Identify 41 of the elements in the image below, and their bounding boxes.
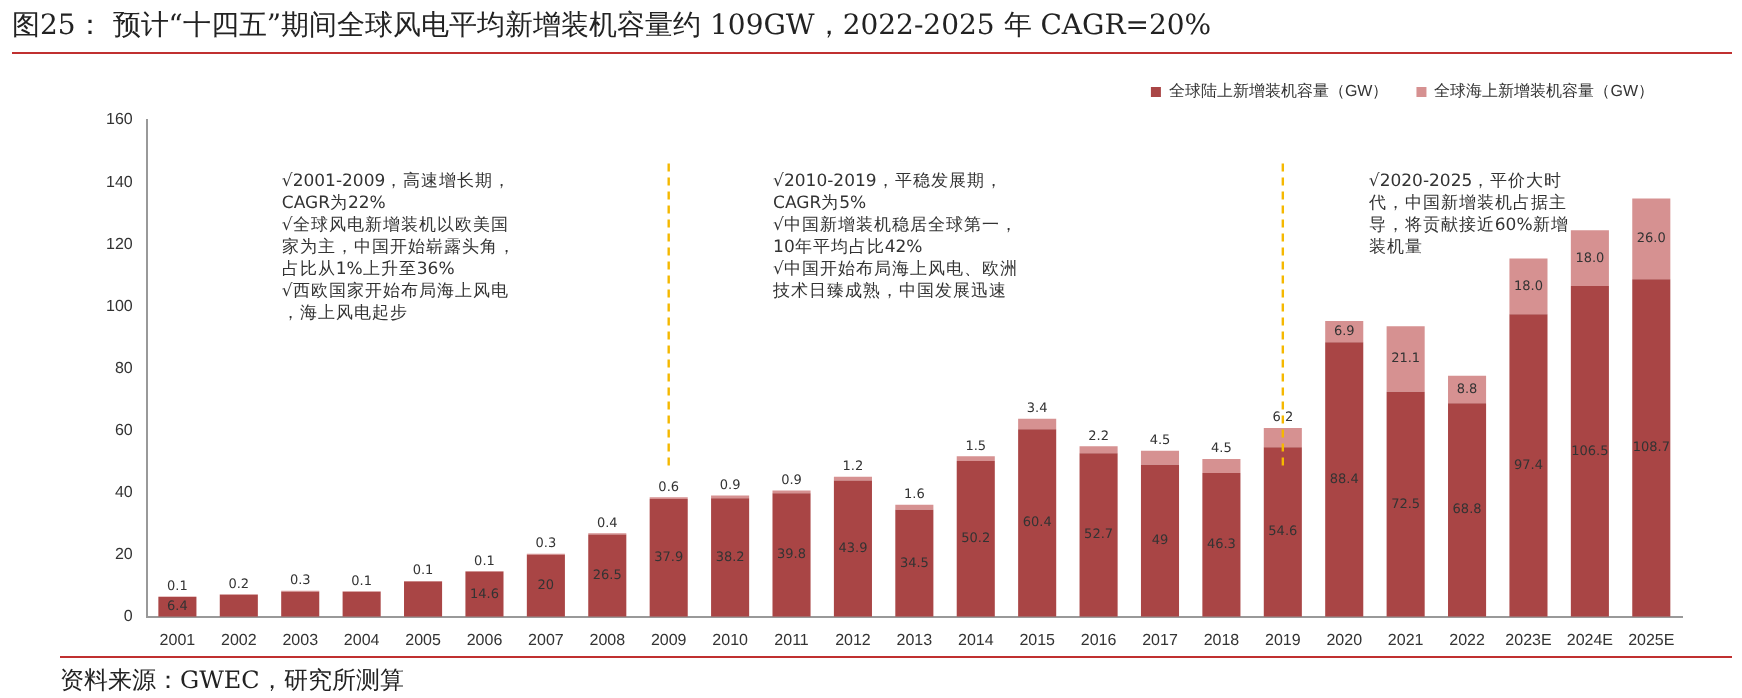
x-tick-label: 2006 xyxy=(466,630,504,649)
x-tick-label: 2019 xyxy=(1265,630,1302,649)
x-tick-label: 2003 xyxy=(282,630,320,649)
text: 资料来源：GWEC，研究所测算 xyxy=(60,664,404,698)
x-tick-label: 2015 xyxy=(1019,630,1057,649)
x-tick-label: 2011 xyxy=(774,630,810,649)
x-tick-label: 2021 xyxy=(1387,630,1425,649)
x-tick-label: 2004 xyxy=(343,630,381,649)
x-tick-label: 2016 xyxy=(1080,630,1118,649)
x-tick-label: 2025E xyxy=(1628,630,1675,649)
x-tick-label: 2005 xyxy=(405,630,442,649)
x-tick-label: 2012 xyxy=(835,630,872,649)
annotation: √2001-2009，高速增长期，CAGR为22% √全球风电新增装机以欧美国家为主，中国开始崭露头角，占比从1%上升至36% √西欧国家开始布局海上风电，海上风电起步 xyxy=(281,169,516,324)
x-tick-label: 2001 xyxy=(159,630,197,649)
y-tick-label: 160 xyxy=(105,110,134,129)
x-tick-label: 2017 xyxy=(1142,630,1179,649)
chart-title: 图25： 预计“十四五”期间全球风电平均新增装机容量约 109GW，2022-2025 年 CAGR=20% xyxy=(12,8,1212,44)
x-tick-label: 2023E xyxy=(1505,630,1552,649)
annotation: √2020-2025，平价大时代，中国新增装机占据主导，将贡献接近60%新增装机量 xyxy=(1366,169,1569,258)
x-tick-label: 2008 xyxy=(589,630,627,649)
x-tick-label: 2007 xyxy=(528,630,565,649)
x-tick-label: 2024E xyxy=(1566,630,1614,649)
legend-label: 全球陆上新增装机容量（GW） xyxy=(1168,82,1389,101)
legend-label: 全球海上新增装机容量（GW） xyxy=(1434,82,1655,101)
x-tick-label: 2013 xyxy=(896,630,934,649)
x-tick-label: 2009 xyxy=(650,630,688,649)
y-tick-label: 120 xyxy=(105,234,134,253)
x-tick-label: 2020 xyxy=(1326,630,1364,649)
y-tick-label: 140 xyxy=(105,172,134,191)
y-tick-label: 0 xyxy=(123,607,134,626)
y-tick-label: 80 xyxy=(114,358,134,377)
y-tick-label: 20 xyxy=(114,545,134,564)
x-tick-label: 2002 xyxy=(221,630,258,649)
y-tick-label: 40 xyxy=(114,483,134,502)
y-tick-label: 60 xyxy=(114,420,134,439)
y-tick-label: 100 xyxy=(105,296,134,315)
x-tick-label: 2018 xyxy=(1203,630,1241,649)
x-tick-label: 2014 xyxy=(957,630,995,649)
x-tick-label: 2022 xyxy=(1449,630,1486,649)
x-tick-label: 2010 xyxy=(712,630,750,649)
annotation: √2010-2019，平稳发展期，CAGR为5% √中国新增装机稳居全球第一，10年平均占比42% √中国开始布局海上风电、欧洲技术日臻成熟，中国发展迅速 xyxy=(771,169,1018,302)
